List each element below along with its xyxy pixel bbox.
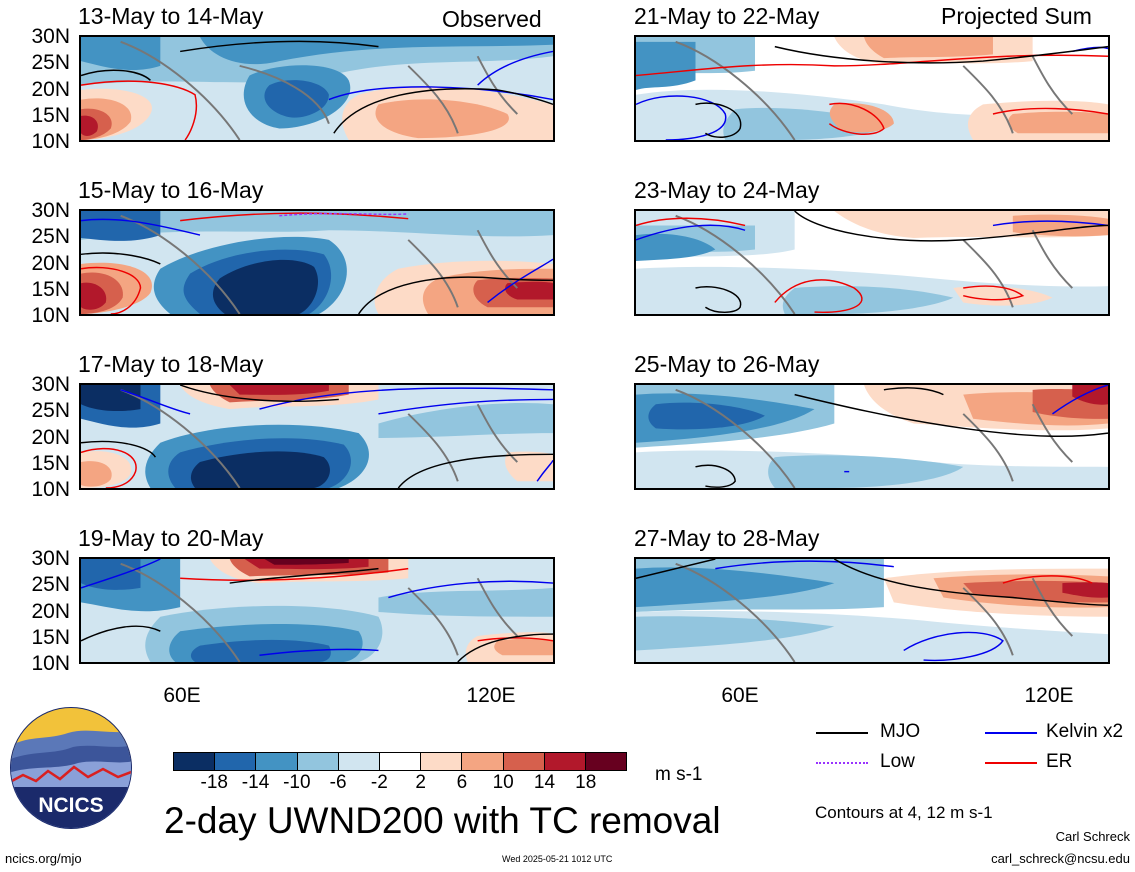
lon-label: 120E (1024, 684, 1074, 707)
legend-swatch-low (816, 762, 868, 764)
lat-label: 25N (31, 51, 70, 74)
colorbar-swatch (544, 753, 586, 770)
colorbar-tick-label: 18 (575, 772, 597, 793)
lat-label: 10N (31, 478, 70, 501)
map-panel-projected-2 (634, 209, 1110, 316)
map-panel-observed-1 (79, 35, 555, 142)
contour-note: Contours at 4, 12 m s-1 (815, 803, 993, 822)
lat-label: 25N (31, 225, 70, 248)
lat-label: 30N (31, 25, 70, 48)
colorbar-swatch (256, 753, 298, 770)
lat-label: 30N (31, 547, 70, 570)
panel-title: 27-May to 28-May (634, 525, 820, 551)
colorbar-tick-label: 6 (456, 772, 468, 793)
footer-author: Carl Schreck (1055, 829, 1130, 844)
colorbar-tick-label: -6 (329, 772, 347, 793)
lon-label: 60E (721, 684, 759, 707)
map-panel-projected-4 (634, 557, 1110, 664)
colorbar-swatch (503, 753, 545, 770)
footer-timestamp: Wed 2025-05-21 1012 UTC (502, 854, 613, 864)
lat-label: 15N (31, 452, 70, 475)
projected-header: Projected Sum (941, 3, 1092, 29)
lat-label: 20N (31, 600, 70, 623)
lat-label: 20N (31, 252, 70, 275)
footer-email: carl_schreck@ncsu.edu (991, 851, 1130, 866)
lat-label: 25N (31, 399, 70, 422)
legend-swatch-mjo (816, 732, 868, 734)
legend-swatch-kelvin (985, 732, 1037, 734)
colorbar-swatch (338, 753, 380, 770)
map-panel-observed-2 (79, 209, 555, 316)
lat-label: 15N (31, 104, 70, 127)
colorbar-tick-label: -18 (200, 772, 228, 793)
colorbar-tick-label: -10 (283, 772, 311, 793)
map-panel-projected-3 (634, 383, 1110, 490)
colorbar-tick-label: 2 (415, 772, 426, 793)
panel-title: 17-May to 18-May (78, 351, 264, 377)
lon-label: 120E (466, 684, 516, 707)
main-title: 2-day UWND200 with TC removal (164, 800, 721, 841)
lat-label: 15N (31, 626, 70, 649)
panel-title: 13-May to 14-May (78, 3, 264, 29)
lat-label: 10N (31, 130, 70, 153)
colorbar-tick-label: 10 (492, 772, 514, 793)
legend-label: MJO (880, 721, 921, 742)
panel-title: 23-May to 24-May (634, 177, 820, 203)
lat-label: 25N (31, 573, 70, 596)
logo-text: NCICS (38, 794, 103, 817)
colorbar-swatch (585, 753, 627, 770)
map-panel-projected-1 (634, 35, 1110, 142)
colorbar-swatch (174, 753, 216, 770)
legend-label: Kelvin x2 (1046, 721, 1124, 742)
map-panel-observed-3 (79, 383, 555, 490)
colorbar-swatch (421, 753, 463, 770)
lat-label: 20N (31, 78, 70, 101)
colorbar-swatch (215, 753, 257, 770)
colorbar-tick-label: -14 (241, 772, 270, 793)
legend-swatch-er (985, 762, 1037, 764)
footer-url: ncics.org/mjo (5, 851, 82, 866)
panel-title: 15-May to 16-May (78, 177, 264, 203)
lat-label: 20N (31, 426, 70, 449)
lat-label: 10N (31, 652, 70, 675)
colorbar-units: m s-1 (655, 764, 703, 785)
colorbar-swatches (173, 752, 627, 771)
colorbar-swatch (379, 753, 422, 770)
panel-title: 25-May to 26-May (634, 351, 820, 377)
legend-label: Low (880, 751, 915, 772)
lat-label: 15N (31, 278, 70, 301)
panel-title: 19-May to 20-May (78, 525, 264, 551)
lat-label: 30N (31, 199, 70, 222)
ncics-logo: NCICS (8, 705, 134, 831)
colorbar-tick-label: 14 (533, 772, 556, 793)
colorbar-tick-label: -2 (370, 772, 388, 793)
map-panel-observed-4 (79, 557, 555, 664)
lat-label: 10N (31, 304, 70, 327)
legend-label: ER (1046, 751, 1073, 772)
panel-title: 21-May to 22-May (634, 3, 820, 29)
lat-label: 30N (31, 373, 70, 396)
observed-header: Observed (442, 6, 542, 32)
colorbar-swatch (297, 753, 339, 770)
colorbar-swatch (462, 753, 504, 770)
lon-label: 60E (163, 684, 201, 707)
